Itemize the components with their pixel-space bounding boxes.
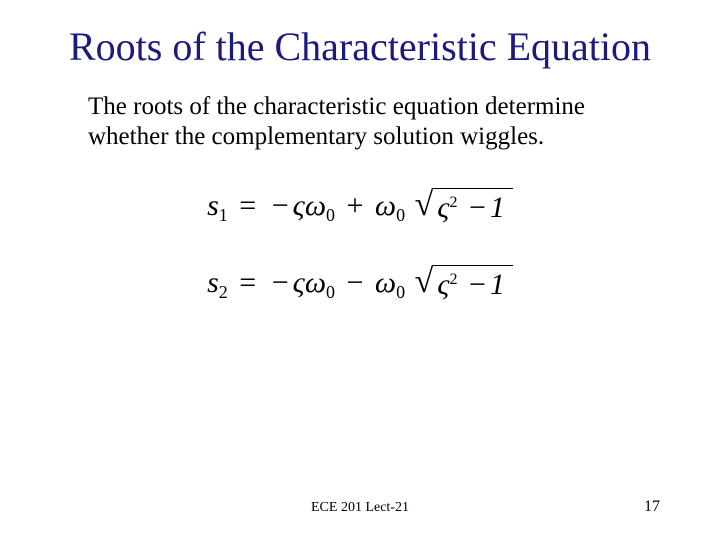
rad-minus-1: − (465, 191, 490, 224)
plus-1: + (343, 189, 368, 222)
equation-block: s1 = −ςω0 + ω0 √ ς2 −1 s2 = −ςω0 − ω0 √ (0, 176, 720, 329)
omega-sub-1b: 0 (396, 205, 405, 225)
rad-one-2: 1 (490, 268, 505, 301)
zeta-1: ς (293, 189, 305, 222)
zeta-2: ς (293, 266, 305, 299)
sqrt-2: √ ς2 −1 (413, 265, 513, 304)
page-number: 17 (644, 498, 660, 516)
neg-2: − (268, 266, 293, 299)
equals-2: = (235, 266, 260, 299)
omega-2b: ω (375, 266, 396, 299)
slide-title: Roots of the Characteristic Equation (0, 0, 720, 70)
rad-one-1: 1 (490, 191, 505, 224)
sqrt-1: √ ς2 −1 (413, 188, 513, 227)
omega-sub-2b: 0 (396, 282, 405, 302)
equation-s2: s2 = −ςω0 − ω0 √ ς2 −1 (207, 265, 513, 304)
omega-sub-2a: 0 (326, 282, 335, 302)
footer-center: ECE 201 Lect-21 (0, 500, 720, 516)
body-paragraph: The roots of the characteristic equation… (0, 70, 720, 152)
rad-minus-2: − (465, 268, 490, 301)
equals-1: = (235, 189, 260, 222)
rad-zeta-2: ς (437, 268, 449, 301)
rad-exp-1: 2 (449, 194, 457, 211)
omega-1b: ω (375, 189, 396, 222)
sub-2: 2 (219, 282, 228, 302)
omega-2a: ω (305, 266, 326, 299)
omega-1a: ω (305, 189, 326, 222)
equation-s1: s1 = −ςω0 + ω0 √ ς2 −1 (207, 188, 513, 227)
neg-1: − (268, 189, 293, 222)
radicand-1: ς2 −1 (433, 188, 513, 227)
minus-2: − (343, 266, 368, 299)
rad-zeta-1: ς (437, 191, 449, 224)
sub-1: 1 (219, 205, 228, 225)
rad-exp-2: 2 (449, 271, 457, 288)
radical-1: √ (415, 188, 434, 222)
radical-2: √ (415, 265, 434, 299)
omega-sub-1a: 0 (326, 205, 335, 225)
radicand-2: ς2 −1 (433, 265, 513, 304)
var-s: s (207, 189, 219, 222)
var-s2: s (207, 266, 219, 299)
